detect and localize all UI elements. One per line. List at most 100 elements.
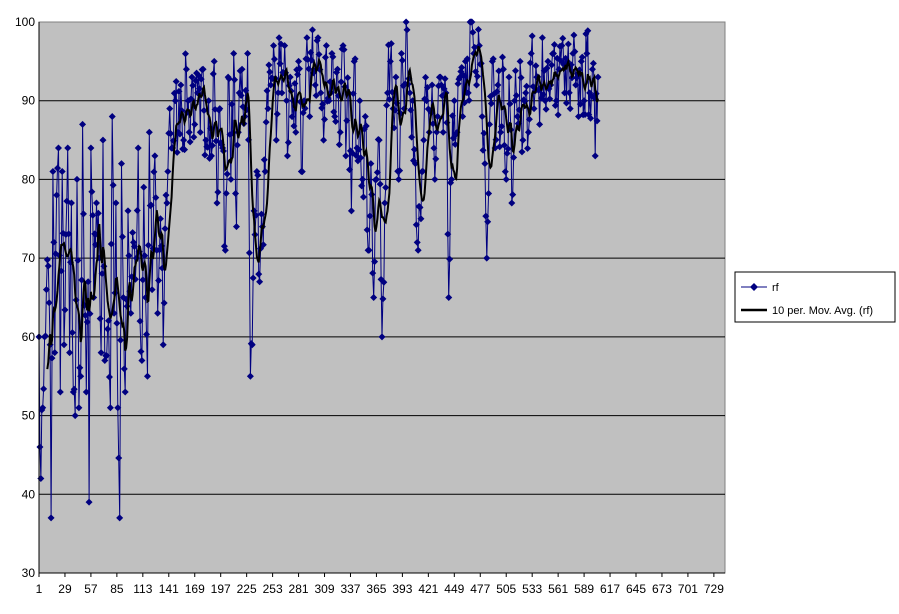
y-tick-label: 70 bbox=[22, 251, 36, 265]
rf-point bbox=[395, 175, 403, 183]
rf-point bbox=[159, 341, 167, 349]
rf-point bbox=[387, 40, 395, 48]
x-tick-label: 337 bbox=[340, 582, 360, 596]
rf-point bbox=[175, 87, 183, 95]
y-tick-label: 80 bbox=[22, 172, 36, 186]
rf-point bbox=[181, 146, 189, 154]
rf-point bbox=[357, 154, 365, 162]
rf-point bbox=[88, 188, 96, 196]
rf-point bbox=[263, 87, 271, 95]
rf-point bbox=[591, 152, 599, 160]
rf-point bbox=[155, 276, 163, 284]
rf-point bbox=[134, 144, 142, 152]
rf-point bbox=[412, 221, 420, 229]
rf-point bbox=[189, 82, 197, 90]
rf-point bbox=[516, 57, 524, 65]
rf-point bbox=[582, 30, 590, 38]
rf-point bbox=[141, 252, 149, 260]
rf-point bbox=[392, 73, 400, 81]
rf-point bbox=[544, 57, 552, 65]
rf-point bbox=[222, 189, 230, 197]
rf-point bbox=[319, 100, 327, 108]
rf-point bbox=[314, 34, 322, 42]
rf-point bbox=[133, 206, 141, 214]
rf-point bbox=[92, 199, 100, 207]
rf-point bbox=[411, 160, 419, 168]
rf-point bbox=[321, 53, 329, 61]
rf-point bbox=[554, 111, 562, 119]
rf-point bbox=[308, 26, 316, 34]
x-tick-label: 141 bbox=[159, 582, 179, 596]
rf-point bbox=[145, 128, 153, 136]
rf-point bbox=[94, 209, 102, 217]
rf-point bbox=[463, 55, 471, 63]
x-tick-label: 477 bbox=[470, 582, 490, 596]
rf-point bbox=[143, 330, 151, 338]
rf-point bbox=[190, 133, 198, 141]
rf-point bbox=[182, 65, 190, 73]
rf-point bbox=[410, 146, 418, 154]
rf-point bbox=[441, 75, 449, 83]
rf-point bbox=[384, 89, 392, 97]
y-tick-label: 50 bbox=[22, 409, 36, 423]
rf-point bbox=[116, 514, 124, 522]
rf-point bbox=[497, 128, 505, 136]
rf-point bbox=[233, 141, 241, 149]
rf-point bbox=[503, 149, 511, 157]
rf-point bbox=[566, 105, 574, 113]
x-tick-label: 701 bbox=[678, 582, 698, 596]
rf-point bbox=[181, 50, 189, 58]
rf-point bbox=[518, 148, 526, 156]
rf-point bbox=[230, 49, 238, 57]
rf-point bbox=[248, 341, 256, 349]
rf-point bbox=[589, 59, 597, 67]
rf-point bbox=[562, 99, 570, 107]
rf-point bbox=[483, 254, 491, 262]
rf-point bbox=[504, 145, 512, 153]
rf-point bbox=[359, 175, 367, 183]
rf-point bbox=[342, 152, 350, 160]
rf-point bbox=[166, 105, 174, 113]
rf-point bbox=[139, 276, 147, 284]
rf-point bbox=[106, 404, 114, 412]
rf-point bbox=[356, 97, 364, 105]
rf-point bbox=[337, 78, 345, 86]
rf-point bbox=[413, 238, 421, 246]
rf-point bbox=[288, 113, 296, 121]
rf-point bbox=[161, 225, 169, 233]
rf-point bbox=[482, 212, 490, 220]
rf-point bbox=[448, 112, 456, 120]
rf-point bbox=[351, 55, 359, 63]
rf-point bbox=[419, 167, 427, 175]
rf-point bbox=[83, 318, 91, 326]
rf-point bbox=[108, 112, 116, 120]
rf-point bbox=[526, 59, 534, 67]
rf-point bbox=[572, 81, 580, 89]
rf-point bbox=[458, 64, 466, 72]
rf-point bbox=[546, 95, 554, 103]
rf-point bbox=[105, 317, 113, 325]
y-tick-label: 100 bbox=[15, 15, 35, 29]
rf-point bbox=[124, 207, 132, 215]
rf-point bbox=[439, 128, 447, 136]
rf-point bbox=[129, 229, 137, 237]
rf-point bbox=[295, 65, 303, 73]
moving-average-series bbox=[46, 45, 599, 370]
rf-point bbox=[264, 105, 272, 113]
rf-point bbox=[511, 67, 519, 75]
x-tick-label: 253 bbox=[263, 582, 283, 596]
rf-point bbox=[238, 65, 246, 73]
rf-point bbox=[513, 112, 521, 120]
rf-point bbox=[295, 57, 303, 65]
rf-point bbox=[536, 120, 544, 128]
rf-point bbox=[118, 160, 126, 168]
rf-point bbox=[249, 274, 257, 282]
rf-point bbox=[464, 89, 472, 97]
rf-point bbox=[284, 139, 292, 147]
rf-point bbox=[340, 46, 348, 54]
rf-point bbox=[117, 336, 125, 344]
rf-point bbox=[255, 270, 263, 278]
rf-point bbox=[587, 114, 595, 122]
rf-point bbox=[322, 42, 330, 50]
